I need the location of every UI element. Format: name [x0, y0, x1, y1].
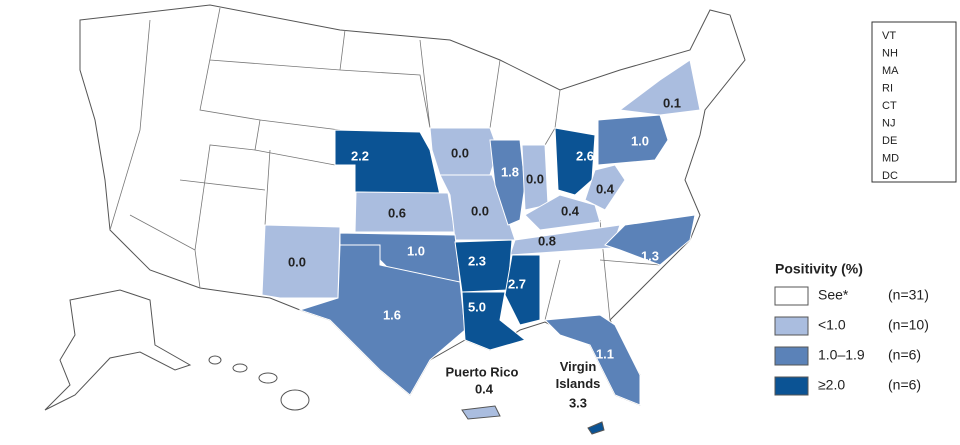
state [597, 114, 669, 166]
legend-count: (n=10) [888, 317, 929, 333]
legend-title: Positivity (%) [775, 261, 863, 277]
territory-name: Virgin Islands [556, 359, 601, 391]
state-value: 0.4 [561, 203, 580, 218]
side-list-item: DC [882, 170, 898, 182]
legend-swatch [774, 346, 809, 366]
legend-swatch [774, 376, 809, 396]
state [618, 59, 701, 116]
side-list-box [871, 21, 957, 183]
state-value: 2.2 [351, 148, 369, 163]
side-list-item: CT [882, 100, 897, 112]
territory-value: 0.4 [475, 381, 494, 396]
legend-label: See* [818, 287, 849, 303]
state [298, 244, 466, 396]
state [604, 214, 696, 266]
legend-swatch [774, 286, 809, 306]
state [261, 224, 341, 299]
side-list-item: NH [882, 47, 898, 59]
state-value: 2.6 [576, 148, 594, 163]
side-list-item: MA [882, 65, 899, 77]
state-value: 0.6 [388, 205, 406, 220]
legend-label: <1.0 [818, 317, 846, 333]
state-value: 1.0 [407, 243, 425, 258]
state [524, 194, 601, 231]
legend-swatch [774, 316, 809, 336]
state-value: 0.0 [451, 145, 469, 160]
side-list-item: MD [882, 152, 899, 164]
territory-shape [461, 405, 501, 420]
side-list-item: NJ [882, 117, 895, 129]
state-value: 1.0 [631, 133, 649, 148]
state-value: 1.6 [383, 307, 401, 322]
state [461, 291, 527, 351]
territory-shape [587, 421, 605, 435]
state-value: 0.0 [526, 171, 544, 186]
legend-label: ≥2.0 [818, 377, 845, 393]
state-value: 2.7 [508, 276, 526, 291]
state-value: 0.1 [663, 95, 681, 110]
state-value: 0.0 [471, 203, 489, 218]
legend-count: (n=31) [888, 287, 929, 303]
state-value: 0.0 [288, 254, 306, 269]
state [543, 314, 641, 406]
state-value: 5.0 [468, 299, 486, 314]
side-list-item: RI [882, 82, 893, 94]
state [554, 127, 596, 196]
side-list-item: DE [882, 135, 897, 147]
state [489, 139, 526, 226]
territory-value: 3.3 [569, 395, 587, 410]
legend-count: (n=6) [888, 347, 921, 363]
territory-name: Puerto Rico [446, 364, 519, 379]
state-value: 1.1 [596, 346, 614, 361]
state-value: 0.8 [538, 233, 556, 248]
state-borders [109, 7, 661, 321]
side-list-item: VT [882, 30, 896, 42]
legend-count: (n=6) [888, 377, 921, 393]
state-value: 0.4 [596, 181, 615, 196]
state [584, 164, 626, 211]
state-value: 1.8 [501, 164, 519, 179]
state-value: 2.3 [468, 253, 486, 268]
state [504, 254, 541, 326]
alaska [44, 289, 192, 411]
state-value: 1.3 [641, 248, 659, 263]
legend-label: 1.0–1.9 [818, 347, 865, 363]
hawaii [208, 355, 310, 411]
